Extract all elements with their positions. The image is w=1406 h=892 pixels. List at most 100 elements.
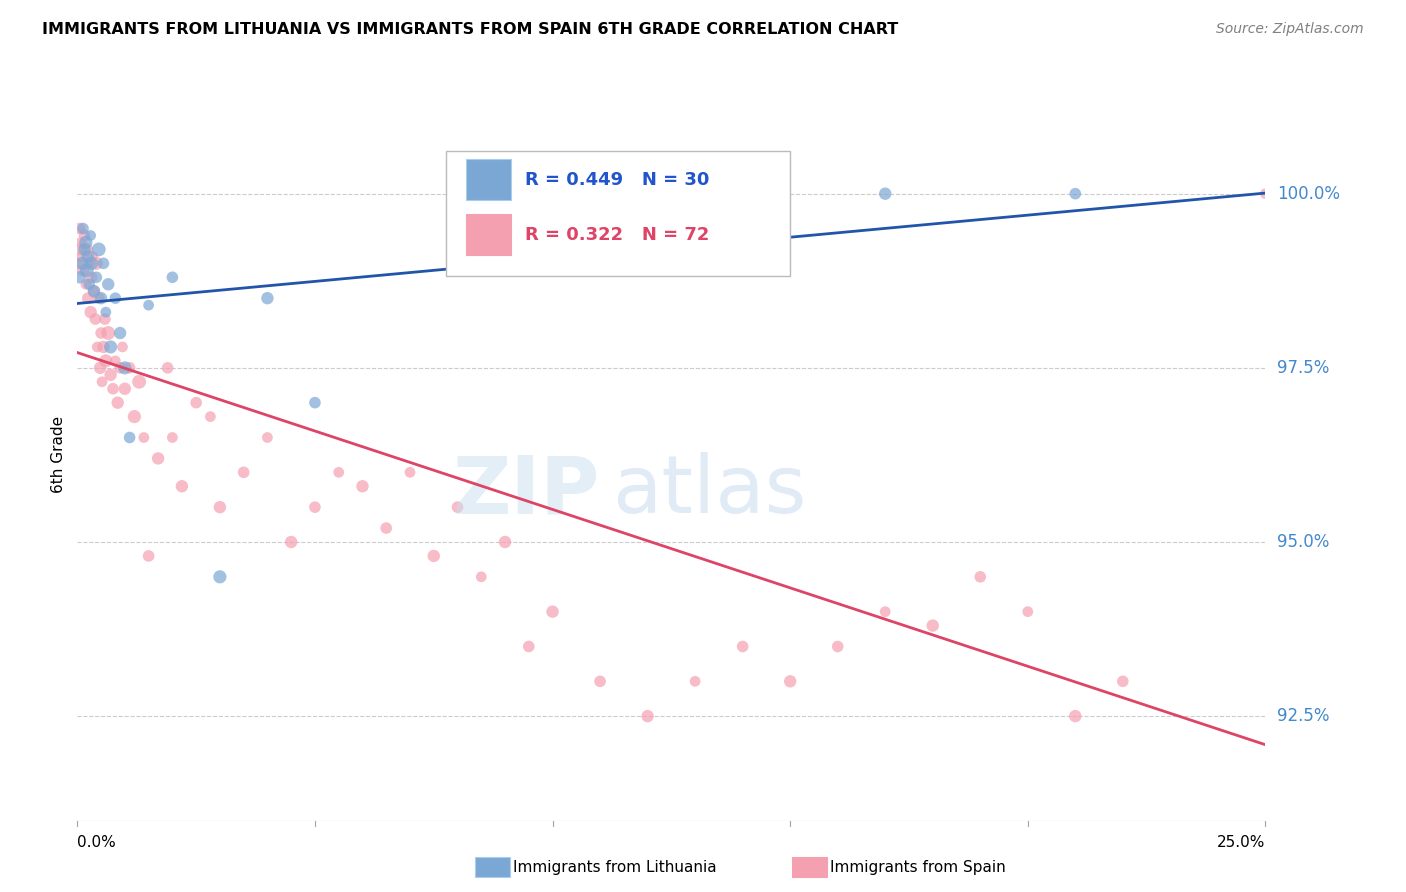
Point [232, 466, 254, 480]
Text: 0.0%: 0.0% [77, 835, 117, 850]
Point [69, 221, 91, 235]
Point [589, 674, 612, 689]
Point [875, 605, 897, 619]
Point [162, 430, 184, 444]
Point [87, 291, 110, 305]
Point [517, 640, 540, 654]
Point [1064, 186, 1087, 201]
Point [132, 430, 155, 444]
Point [101, 382, 124, 396]
Point [138, 298, 160, 312]
Point [1064, 709, 1087, 723]
Point [827, 640, 849, 654]
Point [494, 535, 516, 549]
Point [256, 430, 278, 444]
Text: 97.5%: 97.5% [1277, 359, 1330, 376]
Point [70, 235, 93, 250]
Point [76, 243, 98, 257]
Text: 92.5%: 92.5% [1277, 707, 1330, 725]
Point [328, 466, 350, 480]
Point [100, 340, 122, 354]
Text: 25.0%: 25.0% [1218, 835, 1265, 850]
Text: IMMIGRANTS FROM LITHUANIA VS IMMIGRANTS FROM SPAIN 6TH GRADE CORRELATION CHART: IMMIGRANTS FROM LITHUANIA VS IMMIGRANTS … [42, 22, 898, 37]
Point [138, 549, 160, 563]
Point [541, 605, 564, 619]
FancyBboxPatch shape [446, 152, 790, 276]
Point [1254, 186, 1277, 201]
Point [399, 466, 422, 480]
Text: 100.0%: 100.0% [1277, 185, 1340, 202]
Point [146, 451, 169, 466]
Point [82, 249, 104, 263]
Bar [465, 160, 510, 200]
Point [79, 305, 101, 319]
Point [80, 270, 103, 285]
Point [969, 570, 991, 584]
Text: 95.0%: 95.0% [1277, 533, 1330, 551]
Y-axis label: 6th Grade: 6th Grade [51, 417, 66, 493]
Point [118, 360, 141, 375]
Point [208, 500, 231, 515]
Point [90, 291, 112, 305]
Point [1112, 674, 1135, 689]
Point [70, 249, 93, 263]
Point [93, 340, 115, 354]
Point [76, 263, 98, 277]
Point [83, 284, 105, 298]
Point [77, 256, 100, 270]
Point [80, 256, 103, 270]
Point [104, 354, 127, 368]
Point [73, 228, 96, 243]
Point [72, 263, 94, 277]
Point [69, 270, 91, 285]
Point [256, 291, 278, 305]
Point [75, 235, 97, 250]
Point [75, 277, 97, 292]
Point [304, 395, 326, 409]
Point [1017, 605, 1039, 619]
Point [875, 186, 897, 201]
Point [94, 312, 117, 326]
Text: R = 0.322   N = 72: R = 0.322 N = 72 [526, 226, 710, 244]
Point [86, 256, 108, 270]
Point [108, 326, 131, 340]
Point [84, 312, 107, 326]
Point [637, 709, 659, 723]
Point [86, 340, 108, 354]
Point [731, 640, 754, 654]
Point [86, 270, 108, 285]
Point [93, 256, 115, 270]
Point [170, 479, 193, 493]
Point [375, 521, 398, 535]
Point [118, 430, 141, 444]
Point [107, 395, 129, 409]
Point [100, 368, 122, 382]
Bar [465, 214, 510, 254]
Text: Immigrants from Lithuania: Immigrants from Lithuania [513, 860, 717, 874]
Point [280, 535, 302, 549]
Point [89, 360, 111, 375]
Point [470, 570, 492, 584]
Point [77, 277, 100, 292]
Point [97, 277, 120, 292]
Point [779, 674, 801, 689]
Point [73, 243, 96, 257]
Point [69, 243, 91, 257]
Point [90, 326, 112, 340]
Point [79, 228, 101, 243]
Point [83, 284, 105, 298]
Point [94, 305, 117, 319]
Point [921, 618, 943, 632]
Point [162, 270, 184, 285]
Point [97, 326, 120, 340]
Point [70, 256, 93, 270]
Text: Source: ZipAtlas.com: Source: ZipAtlas.com [1216, 22, 1364, 37]
Point [683, 674, 706, 689]
Point [91, 375, 114, 389]
Text: R = 0.449   N = 30: R = 0.449 N = 30 [526, 170, 710, 189]
Point [114, 360, 136, 375]
Text: ZIP: ZIP [453, 452, 600, 531]
Point [76, 291, 98, 305]
Point [352, 479, 374, 493]
Point [67, 256, 90, 270]
